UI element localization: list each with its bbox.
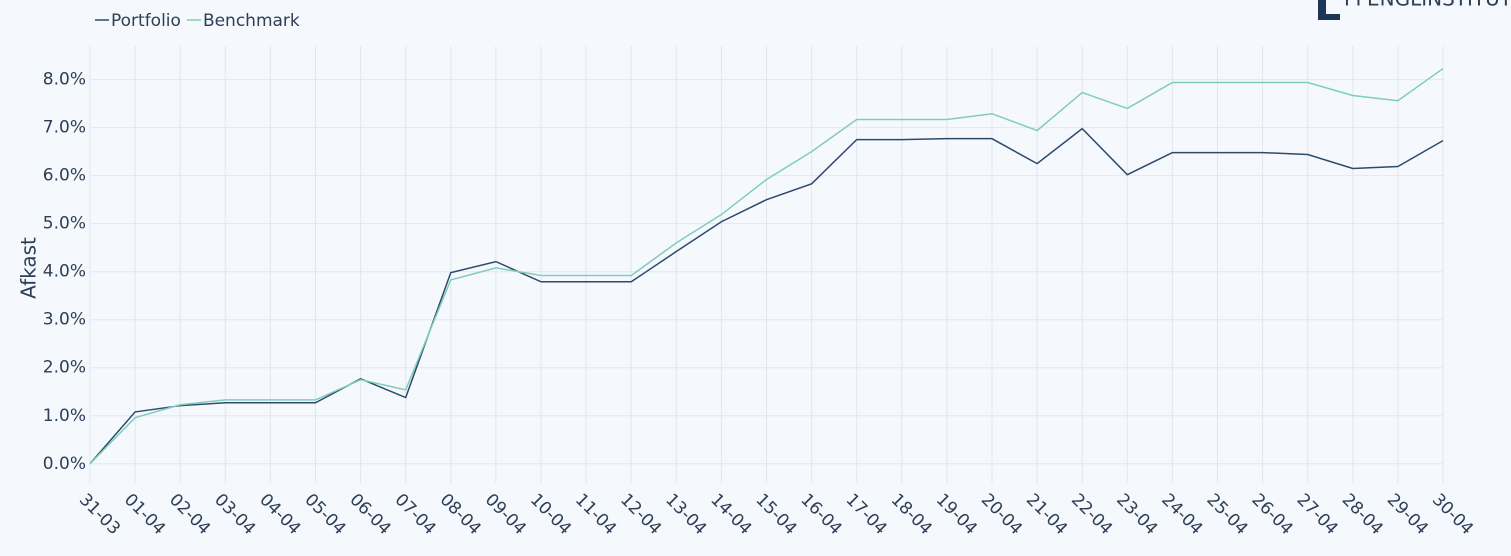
x-tick-label: 11-04 bbox=[571, 490, 620, 539]
x-tick-label: 31-03 bbox=[75, 490, 124, 539]
x-tick-label: 05-04 bbox=[300, 490, 349, 539]
x-tick-label: 06-04 bbox=[346, 490, 395, 539]
y-tick-label: 5.0% bbox=[43, 214, 86, 234]
legend-label: Benchmark bbox=[203, 11, 300, 31]
x-tick-label: 10-04 bbox=[526, 490, 575, 539]
x-tick-label: 14-04 bbox=[706, 490, 755, 539]
x-tick-label: 16-04 bbox=[797, 490, 846, 539]
x-tick-label: 12-04 bbox=[616, 490, 665, 539]
y-tick-label: 3.0% bbox=[43, 310, 86, 330]
x-tick-label: 08-04 bbox=[436, 490, 485, 539]
logo-text: FFENGLINSTITUT bbox=[1344, 0, 1511, 11]
x-tick-label: 24-04 bbox=[1157, 490, 1206, 539]
x-tick-label: 13-04 bbox=[661, 490, 710, 539]
x-tick-label: 01-04 bbox=[120, 490, 169, 539]
x-tick-label: 22-04 bbox=[1067, 490, 1116, 539]
y-tick-label: 0.0% bbox=[43, 454, 86, 474]
series-line bbox=[89, 67, 1444, 465]
logo-mark bbox=[1318, 14, 1340, 20]
x-tick-label: 25-04 bbox=[1202, 490, 1251, 539]
x-tick-label: 27-04 bbox=[1293, 490, 1342, 539]
y-tick-label: 4.0% bbox=[43, 262, 86, 282]
x-tick-label: 29-04 bbox=[1383, 490, 1432, 539]
legend-label: Portfolio bbox=[111, 11, 181, 31]
x-tick-label: 26-04 bbox=[1248, 490, 1297, 539]
logo-mark bbox=[1318, 0, 1326, 20]
x-tick-label: 20-04 bbox=[977, 490, 1026, 539]
y-tick-label: 1.0% bbox=[43, 406, 86, 426]
x-tick-label: 28-04 bbox=[1338, 490, 1387, 539]
x-tick-label: 19-04 bbox=[932, 490, 981, 539]
x-tick-label: 02-04 bbox=[165, 490, 214, 539]
y-tick-label: 2.0% bbox=[43, 358, 86, 378]
x-tick-label: 23-04 bbox=[1112, 490, 1161, 539]
x-tick-label: 21-04 bbox=[1022, 490, 1071, 539]
series-line bbox=[89, 127, 1444, 465]
x-tick-label: 09-04 bbox=[481, 490, 530, 539]
y-tick-label: 7.0% bbox=[43, 118, 86, 138]
x-tick-label: 04-04 bbox=[255, 490, 304, 539]
y-tick-label: 8.0% bbox=[43, 70, 86, 90]
x-tick-label: 30-04 bbox=[1428, 490, 1477, 539]
x-tick-label: 17-04 bbox=[842, 490, 891, 539]
x-tick-label: 18-04 bbox=[887, 490, 936, 539]
y-tick-label: 6.0% bbox=[43, 166, 86, 186]
x-tick-label: 07-04 bbox=[391, 490, 440, 539]
y-axis-label: Afkast bbox=[17, 237, 41, 299]
x-tick-label: 03-04 bbox=[210, 490, 259, 539]
x-tick-label: 15-04 bbox=[751, 490, 800, 539]
